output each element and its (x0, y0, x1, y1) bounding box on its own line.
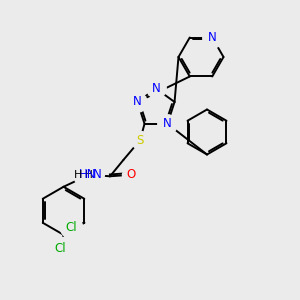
Text: N: N (133, 95, 142, 109)
Text: H: H (85, 170, 93, 180)
Text: Cl: Cl (65, 221, 76, 234)
Text: Cl: Cl (55, 242, 66, 255)
Text: HN: HN (79, 168, 96, 181)
Text: N: N (208, 31, 217, 44)
Text: H: H (74, 170, 82, 180)
Text: N: N (152, 82, 160, 95)
Text: S: S (136, 134, 144, 147)
Text: N: N (163, 117, 172, 130)
Text: O: O (126, 168, 136, 181)
Text: N: N (93, 168, 102, 181)
